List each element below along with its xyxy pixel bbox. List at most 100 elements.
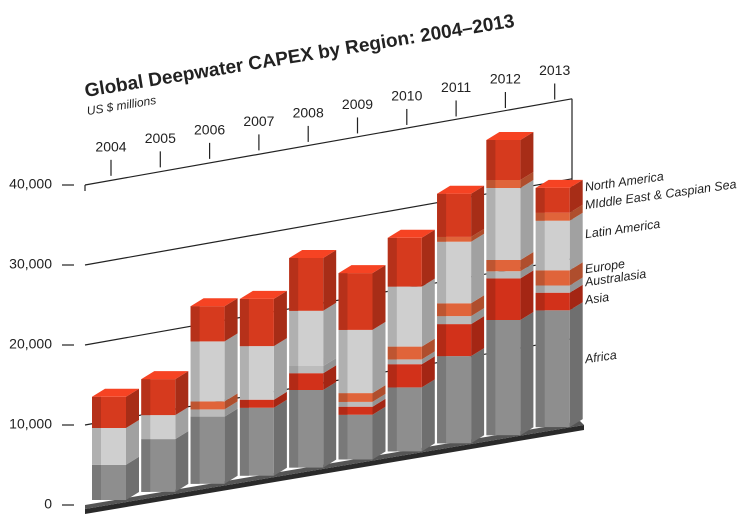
bar-shadow: [437, 236, 447, 242]
bar-side: [569, 212, 583, 271]
bar-side: [175, 431, 189, 492]
bar-shadow: [486, 271, 496, 279]
floor: [85, 425, 584, 514]
bar-side: [224, 401, 238, 417]
bar-side: [372, 393, 386, 407]
bar-shadow: [92, 428, 101, 465]
bar-segment: [486, 260, 521, 272]
bar-shadow: [387, 286, 397, 347]
bar-segment: [289, 366, 324, 374]
bar-side: [421, 338, 435, 360]
bar-shadow: [289, 366, 299, 374]
bar-shadow: [437, 241, 447, 304]
legend-label: Europe: [584, 257, 626, 276]
bar-top: [92, 388, 139, 397]
bar-side: [421, 356, 435, 388]
bar-shadow: [289, 390, 299, 468]
bar-shadow: [535, 292, 545, 311]
bar-side: [520, 263, 534, 279]
bar-side: [372, 385, 386, 402]
x-tick-label: 2009: [342, 96, 373, 112]
bar-side: [471, 233, 485, 304]
bar-shadow: [437, 193, 447, 237]
bar-side: [569, 284, 583, 311]
bar-segment: [190, 409, 225, 417]
bar-shadow: [289, 258, 299, 311]
legend-label: Africa: [583, 348, 618, 366]
bar-side: [520, 132, 534, 180]
bar-side: [323, 302, 337, 366]
bar-top: [141, 371, 189, 380]
bar-shadow: [387, 364, 397, 388]
x-tick-label: 2011: [441, 79, 471, 95]
bar-shadow: [190, 409, 200, 417]
x-tick-label: 2007: [243, 113, 274, 129]
bar-side: [421, 278, 435, 347]
bar-side: [520, 180, 534, 260]
x-tick-label: 2005: [145, 130, 176, 146]
bar-side: [372, 406, 386, 460]
bar-side: [224, 298, 238, 342]
bar-shadow: [239, 399, 249, 408]
bar-side: [471, 295, 485, 317]
bar-side: [421, 379, 435, 452]
x-tick-label: 2010: [391, 88, 422, 104]
x-tick-label: 2013: [539, 62, 570, 78]
bar-side: [372, 321, 386, 394]
bar-segment: [239, 399, 274, 408]
bar-top: [289, 250, 337, 258]
bar-side: [273, 391, 287, 408]
bar-shadow: [289, 373, 299, 390]
x-tick-label: 2004: [95, 139, 126, 155]
bar-side: [323, 365, 337, 390]
bar-segment: [486, 180, 521, 188]
x-tick-label: 2008: [293, 105, 324, 121]
legend-label: Asia: [583, 290, 610, 307]
bar-shadow: [535, 187, 545, 213]
bar-shadow: [338, 273, 348, 330]
bar-side: [126, 388, 139, 428]
bar-side: [421, 351, 435, 365]
bar-segment: [338, 401, 373, 407]
bar-segment: [535, 285, 570, 293]
bar-shadow: [289, 310, 299, 366]
bar-shadow: [486, 278, 496, 320]
y-tick-label: 0: [44, 496, 52, 512]
bar-side: [224, 393, 238, 410]
bar-side: [569, 277, 583, 293]
bar-side: [471, 348, 485, 444]
bar-side: [273, 338, 287, 400]
bar-shadow: [486, 140, 496, 180]
bar-shadow: [190, 401, 200, 410]
bar-side: [569, 179, 583, 213]
bar-side: [569, 262, 583, 286]
bar-shadow: [190, 416, 200, 484]
bar-shadow: [190, 341, 200, 402]
bar-side: [372, 265, 386, 330]
bar-shadow: [535, 285, 545, 293]
bar-shadow: [387, 359, 397, 365]
bar-top: [387, 229, 435, 238]
bar-shadow: [141, 439, 151, 492]
bar-shadow: [535, 212, 545, 221]
bar-side: [569, 302, 583, 428]
bar-side: [126, 456, 139, 500]
bar-shadow: [486, 188, 496, 260]
bar-shadow: [92, 464, 101, 500]
bar-side: [126, 420, 139, 465]
bar-shadow: [239, 298, 249, 347]
bar-side: [224, 333, 238, 402]
bar-segment: [338, 406, 373, 415]
bar-side: [323, 358, 337, 374]
bar-top: [437, 185, 485, 194]
bar-side: [323, 250, 337, 311]
bar-side: [273, 399, 287, 476]
bar-top: [239, 290, 287, 299]
bar-shadow: [338, 401, 348, 407]
bar-segment: [437, 236, 472, 242]
bar-shadow: [437, 324, 447, 357]
bar-segment: [387, 359, 422, 365]
bar-side: [520, 312, 534, 436]
bar-side: [471, 185, 485, 237]
